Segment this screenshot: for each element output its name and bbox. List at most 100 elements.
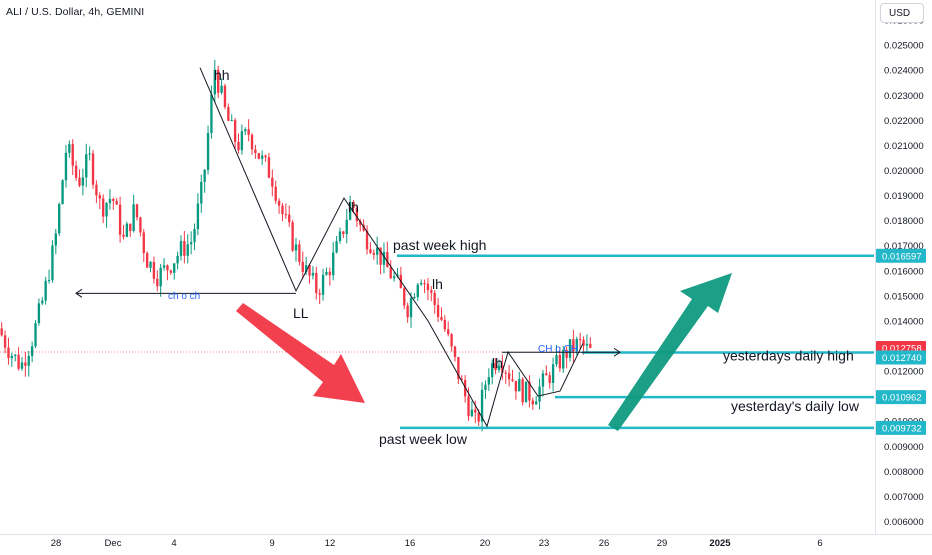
- candle-body: [365, 230, 369, 250]
- candle-body: [589, 343, 592, 348]
- candle-body: [474, 409, 477, 413]
- candle: [507, 364, 511, 387]
- annotation-ll: LL: [293, 305, 309, 321]
- candle-body: [34, 323, 37, 347]
- candle: [311, 266, 315, 280]
- candle-body: [271, 177, 274, 187]
- candle: [288, 205, 291, 227]
- price-badge: 0.012740: [876, 350, 926, 365]
- candle: [186, 234, 189, 264]
- candle: [423, 279, 426, 293]
- candle-body: [244, 129, 247, 132]
- candle: [64, 145, 68, 188]
- candle-body: [98, 195, 101, 199]
- candle-body: [335, 241, 338, 253]
- price-tick-label: 0.014000: [884, 316, 924, 327]
- candle-body: [118, 204, 122, 235]
- candle: [359, 218, 362, 232]
- candle-body: [369, 249, 372, 253]
- candle: [578, 332, 582, 349]
- candle: [17, 347, 20, 371]
- candle-body: [524, 381, 528, 403]
- candle-body: [582, 339, 585, 346]
- candle-body: [578, 339, 582, 341]
- price-tick-label: 0.019000: [884, 191, 924, 202]
- time-tick-label: 29: [657, 538, 668, 549]
- candle-body: [440, 317, 443, 320]
- candle-body: [227, 106, 230, 121]
- candle: [95, 180, 98, 204]
- level-label-yesterdays-high: yesterdays daily high: [723, 347, 854, 363]
- candle-body: [233, 120, 237, 142]
- price-badge-label: 0.012758: [882, 344, 922, 355]
- candle: [88, 146, 91, 161]
- price-badge-label: 0.010962: [882, 393, 922, 404]
- candle: [514, 380, 518, 400]
- price-tick-label: 0.006000: [884, 517, 924, 528]
- candle: [291, 219, 294, 253]
- time-axis[interactable]: 28 Dec 4 9 12 16 20 23 26 29 2025 6: [0, 534, 932, 550]
- price-axis[interactable]: 0.0260000.0250000.0240000.0230000.022000…: [875, 0, 927, 534]
- time-tick-label: 6: [817, 538, 822, 549]
- candle-body: [318, 293, 321, 295]
- candle: [338, 227, 342, 244]
- candle-body: [511, 379, 514, 381]
- candle-body: [142, 232, 145, 254]
- candle-body: [528, 381, 531, 401]
- candle-body: [24, 362, 27, 366]
- candle-body: [14, 354, 17, 356]
- candle: [348, 195, 352, 221]
- price-tick-label: 0.024000: [884, 66, 924, 77]
- candle-body: [325, 271, 328, 275]
- candle-body: [423, 283, 426, 285]
- candle: [386, 241, 389, 268]
- candle-body: [156, 278, 159, 287]
- candle: [362, 219, 365, 232]
- candle: [54, 228, 58, 255]
- candle: [122, 224, 125, 240]
- candle: [85, 143, 88, 188]
- candle: [98, 192, 101, 210]
- candle-body: [7, 347, 10, 359]
- candle-body: [311, 273, 315, 276]
- candle: [585, 334, 589, 354]
- candle: [528, 375, 531, 408]
- candle-body: [159, 267, 162, 287]
- candle: [149, 260, 152, 273]
- candle-body: [20, 362, 24, 369]
- candle-body: [403, 288, 406, 306]
- candle-body: [281, 205, 284, 215]
- candle-body: [30, 346, 34, 356]
- candle: [27, 350, 30, 377]
- candle-body: [338, 231, 342, 242]
- candle: [277, 198, 281, 214]
- candle-body: [247, 129, 250, 135]
- price-tick-label: 0.009000: [884, 442, 924, 453]
- candle: [105, 202, 108, 228]
- currency-button[interactable]: USD: [880, 3, 924, 23]
- price-badge-bg: [876, 248, 926, 263]
- candle-body: [345, 219, 348, 235]
- candle: [403, 286, 406, 310]
- candle-body: [443, 319, 447, 330]
- candle: [491, 359, 494, 385]
- candles-layer: [0, 59, 592, 432]
- level-lines: past week high yesterdays daily high yeste…: [0, 237, 874, 447]
- price-badge: 0.009732: [876, 420, 926, 435]
- candle-body: [112, 198, 115, 201]
- candle-body: [71, 144, 74, 166]
- candle: [193, 223, 196, 251]
- candle-body: [308, 265, 311, 276]
- candle: [345, 208, 348, 244]
- candle: [453, 345, 457, 362]
- candle: [301, 251, 304, 279]
- price-tick-label: 0.008000: [884, 467, 924, 478]
- candle-body: [135, 204, 139, 218]
- candle-body: [332, 252, 335, 276]
- candle: [145, 251, 149, 268]
- candle-body: [260, 155, 264, 159]
- candle-body: [27, 355, 30, 366]
- candle: [524, 381, 528, 403]
